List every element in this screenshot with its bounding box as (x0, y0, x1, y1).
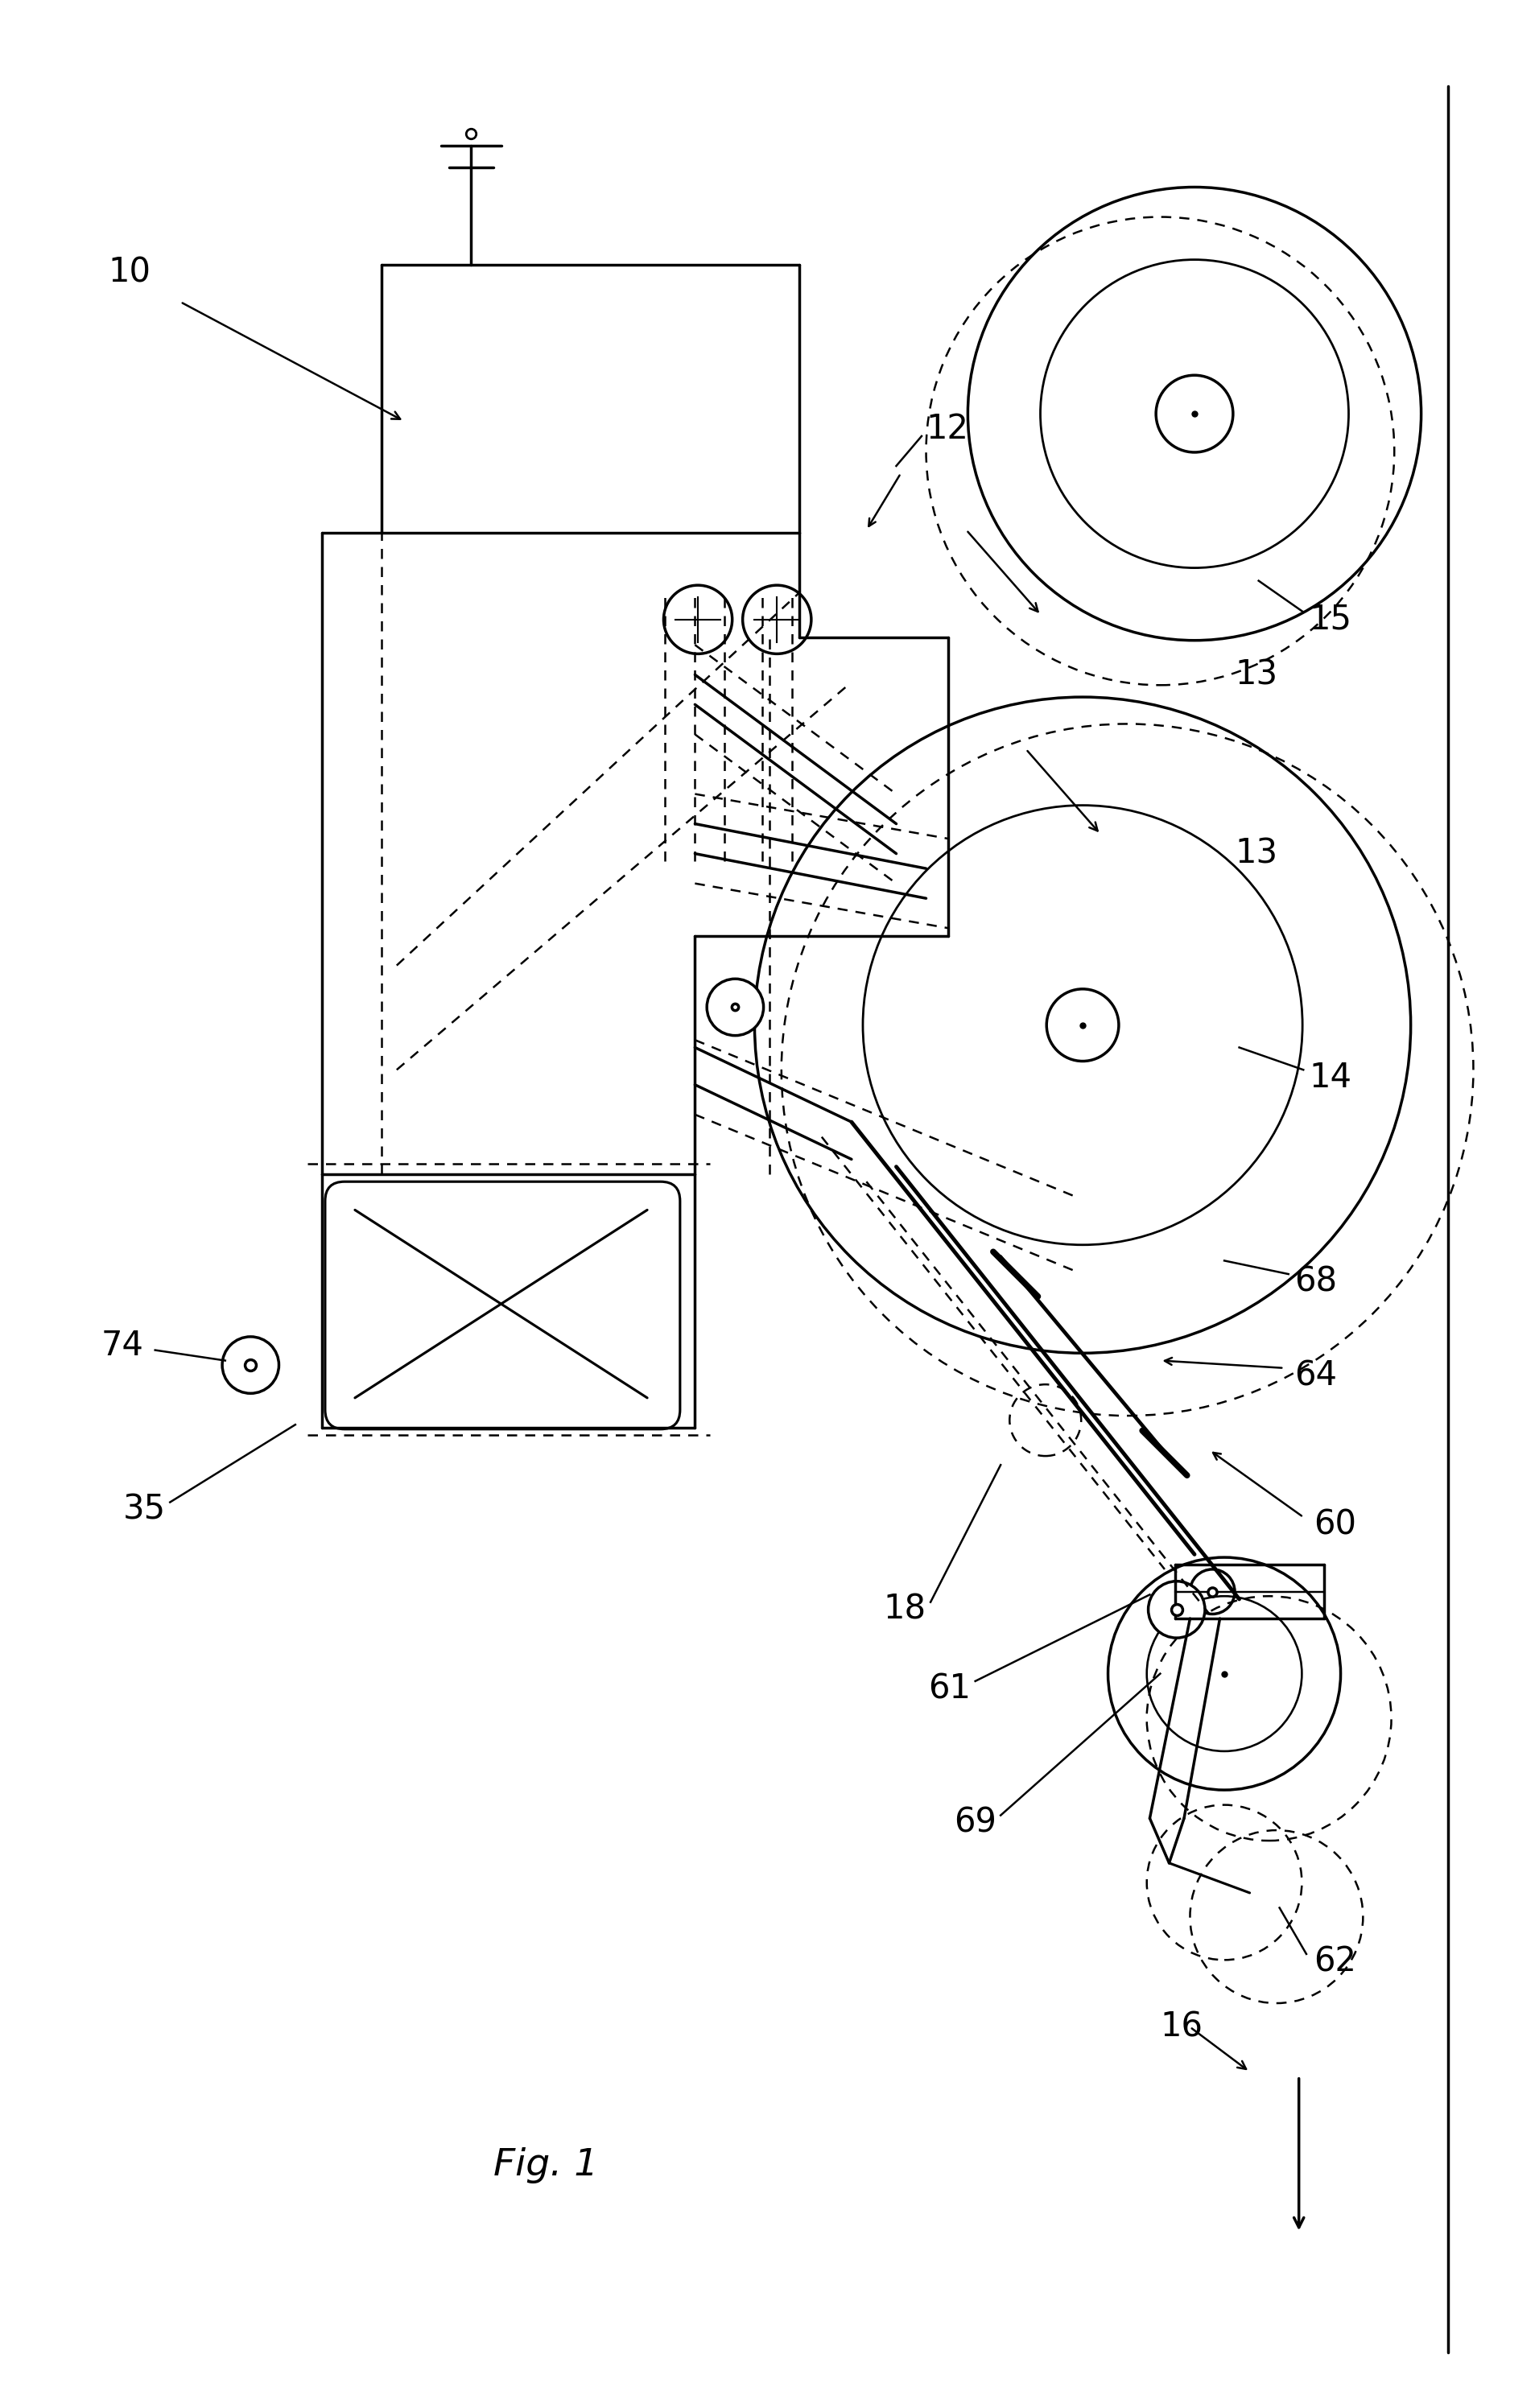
Text: 68: 68 (1294, 1264, 1337, 1298)
Text: 13: 13 (1234, 836, 1277, 872)
Text: 69: 69 (954, 1806, 996, 1840)
Circle shape (222, 1336, 279, 1394)
Text: Fig. 1: Fig. 1 (494, 2148, 599, 2184)
Text: 18: 18 (883, 1592, 926, 1625)
Text: 74: 74 (102, 1329, 145, 1363)
Text: 10: 10 (108, 255, 151, 289)
Text: 14: 14 (1310, 1060, 1351, 1093)
Text: 12: 12 (926, 412, 968, 445)
Text: 64: 64 (1294, 1358, 1337, 1392)
Circle shape (706, 980, 763, 1035)
Circle shape (1156, 376, 1233, 453)
Circle shape (1047, 990, 1119, 1062)
Text: 13: 13 (1234, 657, 1277, 691)
Text: 16: 16 (1160, 2011, 1203, 2044)
Circle shape (1148, 1582, 1205, 1637)
Text: 61: 61 (928, 1671, 971, 1705)
Circle shape (663, 585, 733, 655)
Circle shape (743, 585, 811, 655)
Circle shape (1190, 1570, 1234, 1613)
Text: 15: 15 (1310, 602, 1351, 636)
Text: 62: 62 (1314, 1946, 1356, 1979)
Text: 35: 35 (123, 1493, 166, 1527)
Text: 60: 60 (1314, 1507, 1356, 1541)
